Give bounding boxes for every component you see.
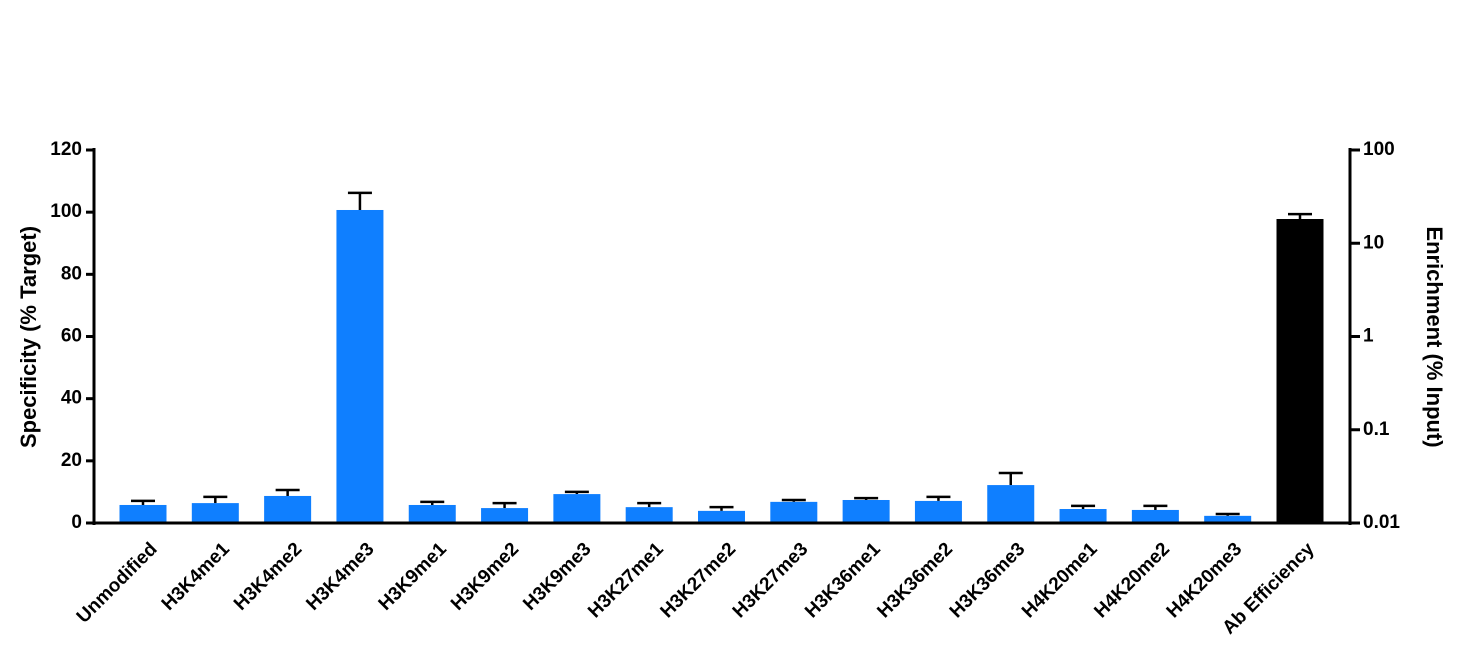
y2-tick-label: 0.1 <box>1363 419 1390 440</box>
bar <box>481 508 529 523</box>
bar <box>264 495 312 523</box>
error-bar <box>1215 512 1240 516</box>
x-tick-label: Unmodified <box>73 539 162 628</box>
y2-tick-label: 10 <box>1363 232 1384 253</box>
bar <box>1276 218 1324 523</box>
error-bar <box>998 471 1023 486</box>
error-bar <box>564 490 589 495</box>
x-tick-label: H3K36me3 <box>946 539 1030 623</box>
bar <box>987 485 1035 523</box>
bar <box>842 499 890 523</box>
error-bar <box>854 496 879 500</box>
error-bar <box>1288 212 1312 219</box>
error-bar <box>781 498 806 502</box>
bar <box>625 507 673 523</box>
x-tick-label: H3K36me2 <box>873 539 957 623</box>
x-tick-label: H3K4me1 <box>158 538 234 614</box>
y2-axis-label: Enrichment (% Input) <box>1422 226 1447 447</box>
error-bar <box>709 505 734 511</box>
x-tick-label: H3K9me2 <box>447 539 523 615</box>
bar <box>119 504 167 523</box>
error-bar <box>926 495 951 501</box>
bar <box>191 503 239 523</box>
y-tick-label: 80 <box>61 263 82 284</box>
bar <box>408 504 456 523</box>
x-tick-label: H4K20me2 <box>1090 539 1174 623</box>
bar <box>1204 515 1252 523</box>
error-bar <box>492 501 517 509</box>
bar <box>1059 509 1107 523</box>
error-bar <box>637 501 662 508</box>
y2-tick-label: 0.01 <box>1363 512 1400 533</box>
x-tick-label: H3K27me2 <box>657 539 741 623</box>
y2-tick-label: 100 <box>1363 139 1395 160</box>
y-tick-label: 60 <box>61 326 82 347</box>
x-tick-label: H3K4me2 <box>230 539 306 615</box>
y-tick-label: 40 <box>61 388 82 409</box>
error-bar <box>275 488 300 496</box>
bar <box>336 209 384 523</box>
error-bar <box>203 495 228 504</box>
bar <box>698 510 745 523</box>
x-tick-label: H4K20me1 <box>1018 538 1102 622</box>
bar <box>1131 509 1179 523</box>
y-tick-label: 100 <box>50 201 82 222</box>
error-bar <box>1143 504 1168 510</box>
y-tick-label: 120 <box>50 139 82 160</box>
x-tick-label: H3K9me1 <box>375 538 451 614</box>
error-bar <box>347 191 372 210</box>
x-tick-label: H3K9me3 <box>519 539 595 615</box>
y-tick-label: 0 <box>71 512 82 533</box>
x-tick-label: H3K27me3 <box>729 539 813 623</box>
bar <box>914 500 962 523</box>
x-tick-label: H3K4me3 <box>302 539 378 615</box>
bar <box>770 501 818 523</box>
x-tick-label: H3K36me1 <box>801 538 885 622</box>
error-bar <box>1071 504 1096 510</box>
error-bar <box>420 500 445 505</box>
y2-tick-label: 1 <box>1363 326 1374 347</box>
error-bar <box>131 499 155 505</box>
x-tick-label: H3K27me1 <box>584 538 668 622</box>
y-axis-label: Specificity (% Target) <box>16 226 41 448</box>
bar <box>553 494 601 523</box>
y-tick-label: 20 <box>61 450 82 471</box>
